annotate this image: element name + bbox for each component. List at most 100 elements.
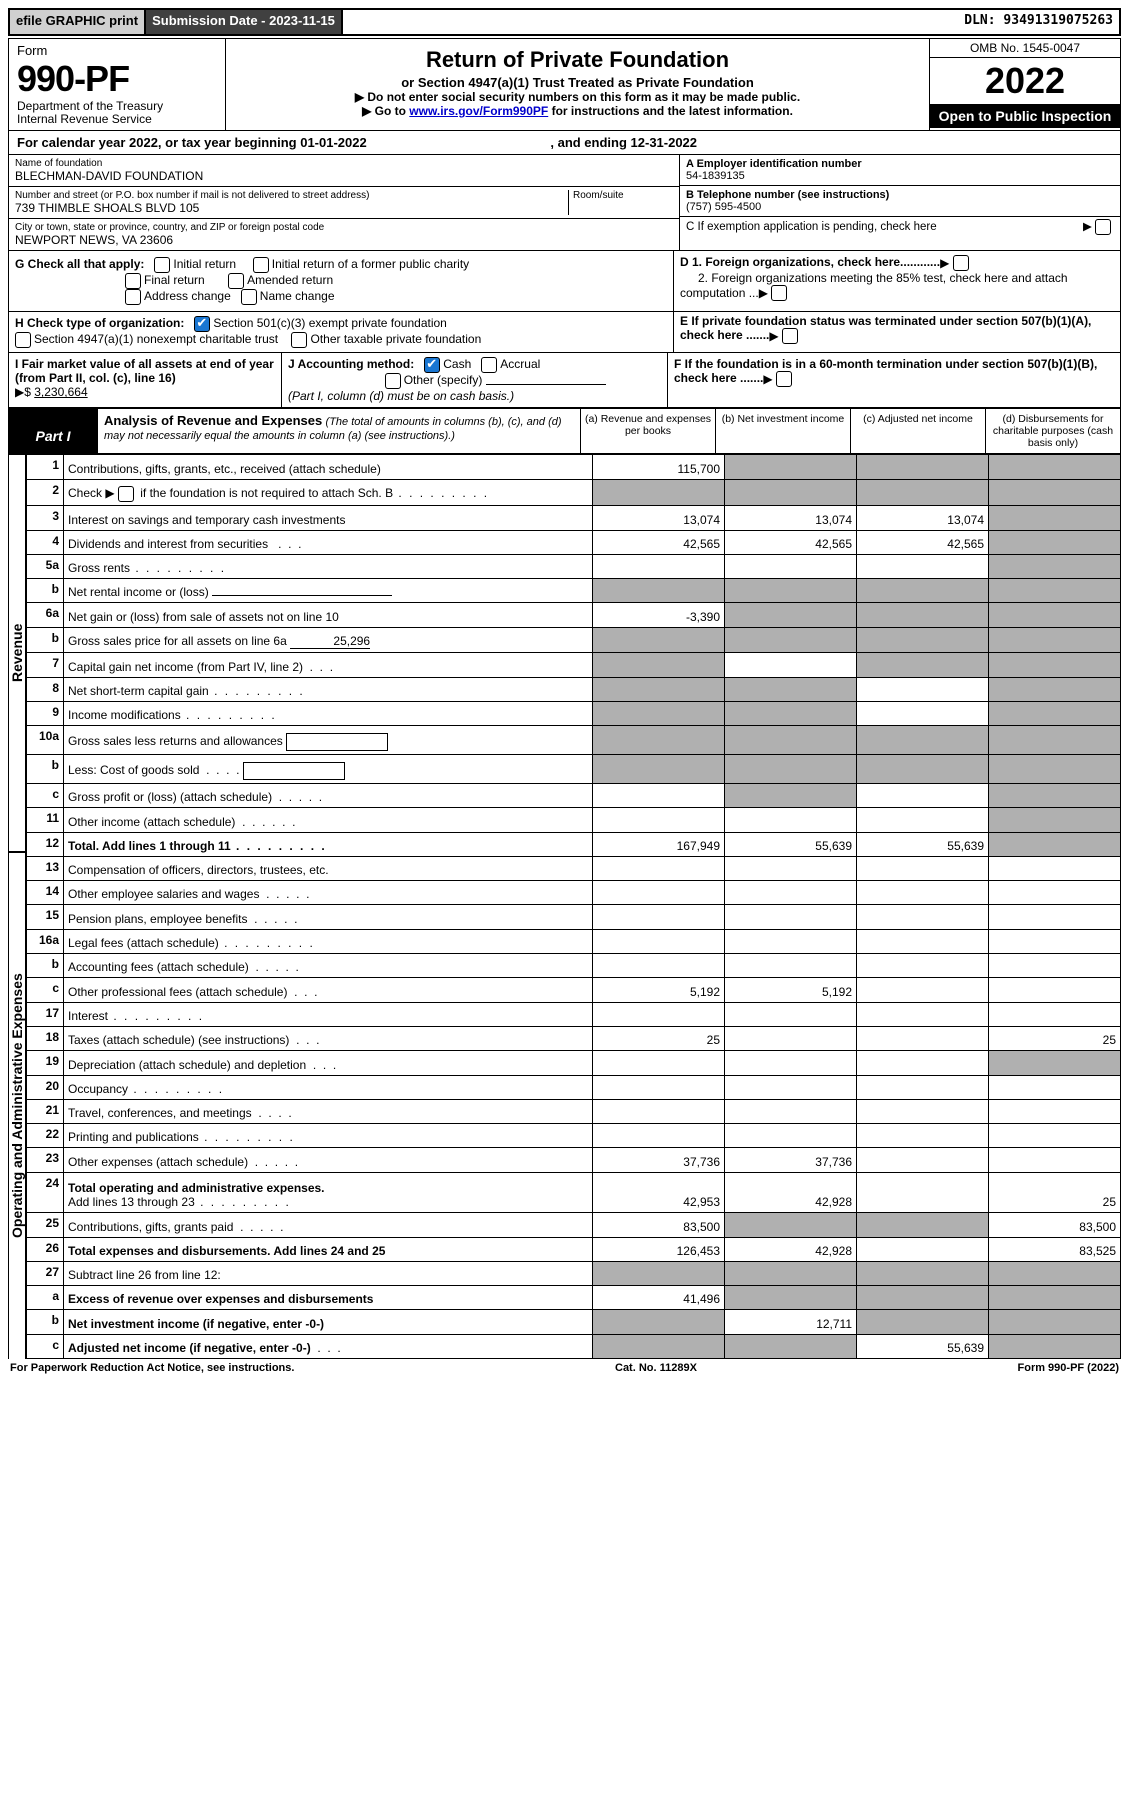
h-other-check[interactable] (291, 332, 307, 348)
d1-checkbox[interactable] (953, 255, 969, 271)
row-1: 1Contributions, gifts, grants, etc., rec… (27, 455, 1121, 479)
part1-table: 1Contributions, gifts, grants, etc., rec… (26, 454, 1121, 1359)
h-4947-check[interactable] (15, 332, 31, 348)
top-bar: efile GRAPHIC print Submission Date - 20… (8, 8, 1121, 36)
row-12: 12Total. Add lines 1 through 11167,94955… (27, 832, 1121, 856)
header-center: Return of Private Foundation or Section … (226, 39, 929, 130)
row-5b: bNet rental income or (loss) (27, 579, 1121, 603)
section-g: G Check all that apply: Initial return I… (8, 251, 1121, 312)
d1-label: D 1. Foreign organizations, check here..… (680, 256, 940, 270)
g-amended-check[interactable] (228, 273, 244, 289)
part1-table-wrap: Revenue Operating and Administrative Exp… (8, 454, 1121, 1359)
row-26: 26Total expenses and disbursements. Add … (27, 1237, 1121, 1261)
part1-label: Part I (8, 408, 98, 454)
col-c-hdr: (c) Adjusted net income (851, 408, 986, 454)
revenue-side-label: Revenue (8, 454, 26, 852)
open-public: Open to Public Inspection (930, 104, 1120, 128)
addr-label: Number and street (or P.O. box number if… (15, 190, 568, 201)
paperwork-notice: For Paperwork Reduction Act Notice, see … (10, 1362, 294, 1374)
row-13: 13Compensation of officers, directors, t… (27, 856, 1121, 880)
row-25: 25Contributions, gifts, grants paid . . … (27, 1213, 1121, 1237)
i-label: I Fair market value of all assets at end… (15, 357, 274, 385)
row-20: 20Occupancy (27, 1075, 1121, 1099)
ein-value: 54-1839135 (686, 170, 1114, 182)
city-label: City or town, state or province, country… (15, 222, 673, 233)
g-name-check[interactable] (241, 289, 257, 305)
phone-label: B Telephone number (see instructions) (686, 189, 1114, 201)
tax-year: 2022 (930, 58, 1120, 104)
street-address: 739 THIMBLE SHOALS BLVD 105 (15, 201, 568, 215)
warn-ssn: ▶ Do not enter social security numbers o… (232, 90, 923, 104)
form-number: 990-PF (17, 58, 217, 100)
j-label: J Accounting method: (288, 358, 414, 372)
g-initial-former-check[interactable] (253, 257, 269, 273)
form-subtitle: or Section 4947(a)(1) Trust Treated as P… (232, 75, 923, 90)
i-value: 3,230,664 (34, 385, 87, 399)
f-checkbox[interactable] (776, 371, 792, 387)
d2-label: 2. Foreign organizations meeting the 85%… (680, 271, 1068, 299)
row-16a: 16aLegal fees (attach schedule) (27, 929, 1121, 953)
form-word: Form (17, 43, 217, 58)
section-h: H Check type of organization: Section 50… (8, 312, 1121, 353)
page-footer: For Paperwork Reduction Act Notice, see … (8, 1359, 1121, 1377)
row-27b: bNet investment income (if negative, ent… (27, 1310, 1121, 1334)
calendar-year-row: For calendar year 2022, or tax year begi… (8, 131, 1121, 155)
j-other-check[interactable] (385, 373, 401, 389)
row-24: 24Total operating and administrative exp… (27, 1172, 1121, 1213)
row-10b: bLess: Cost of goods sold . . . . (27, 755, 1121, 784)
irs-label: Internal Revenue Service (17, 113, 217, 126)
row-21: 21Travel, conferences, and meetings . . … (27, 1099, 1121, 1123)
j-accrual-check[interactable] (481, 357, 497, 373)
row-19: 19Depreciation (attach schedule) and dep… (27, 1051, 1121, 1075)
row-4: 4Dividends and interest from securities … (27, 530, 1121, 554)
room-label: Room/suite (573, 190, 673, 201)
d2-checkbox[interactable] (771, 285, 787, 301)
j-cash-check[interactable] (424, 357, 440, 373)
row-27a: aExcess of revenue over expenses and dis… (27, 1286, 1121, 1310)
dln: DLN: 93491319075263 (958, 10, 1119, 34)
expenses-side-label: Operating and Administrative Expenses (8, 852, 26, 1359)
omb-number: OMB No. 1545-0047 (930, 39, 1120, 58)
form990pf-link[interactable]: www.irs.gov/Form990PF (409, 104, 548, 118)
row-27: 27Subtract line 26 from line 12: (27, 1261, 1121, 1285)
identification-block: Name of foundation BLECHMAN-DAVID FOUNDA… (8, 155, 1121, 251)
phone-value: (757) 595-4500 (686, 201, 1114, 213)
row-6b: bGross sales price for all assets on lin… (27, 627, 1121, 652)
e-checkbox[interactable] (782, 328, 798, 344)
row-10a: 10aGross sales less returns and allowanc… (27, 726, 1121, 755)
row-16c: cOther professional fees (attach schedul… (27, 978, 1121, 1002)
schb-check[interactable] (118, 486, 134, 502)
h-501-check[interactable] (194, 316, 210, 332)
h-label: H Check type of organization: (15, 317, 184, 331)
c-checkbox[interactable] (1095, 219, 1111, 235)
form-ref: Form 990-PF (2022) (1018, 1362, 1119, 1374)
section-ij: I Fair market value of all assets at end… (8, 353, 1121, 408)
foundation-name: BLECHMAN-DAVID FOUNDATION (15, 169, 673, 183)
row-15: 15Pension plans, employee benefits . . .… (27, 905, 1121, 929)
form-title: Return of Private Foundation (232, 47, 923, 73)
ein-label: A Employer identification number (686, 158, 1114, 170)
row-16b: bAccounting fees (attach schedule) . . .… (27, 954, 1121, 978)
name-label: Name of foundation (15, 158, 673, 169)
row-14: 14Other employee salaries and wages . . … (27, 881, 1121, 905)
efile-label[interactable]: efile GRAPHIC print (10, 10, 146, 34)
warn-goto: ▶ Go to www.irs.gov/Form990PF for instru… (232, 104, 923, 118)
row-27c: cAdjusted net income (if negative, enter… (27, 1334, 1121, 1359)
form-header: Form 990-PF Department of the Treasury I… (8, 38, 1121, 131)
g-initial-check[interactable] (154, 257, 170, 273)
g-addr-check[interactable] (125, 289, 141, 305)
ident-right: A Employer identification number 54-1839… (679, 155, 1120, 250)
row-9: 9Income modifications (27, 701, 1121, 725)
g-final-check[interactable] (125, 273, 141, 289)
submission-date: Submission Date - 2023-11-15 (146, 10, 343, 34)
col-b-hdr: (b) Net investment income (716, 408, 851, 454)
col-d-hdr: (d) Disbursements for charitable purpose… (986, 408, 1121, 454)
header-right: OMB No. 1545-0047 2022 Open to Public In… (929, 39, 1120, 130)
row-3: 3Interest on savings and temporary cash … (27, 506, 1121, 530)
f-label: F If the foundation is in a 60-month ter… (674, 357, 1097, 385)
row-8: 8Net short-term capital gain (27, 677, 1121, 701)
cat-no: Cat. No. 11289X (615, 1362, 697, 1374)
row-11: 11Other income (attach schedule) . . . .… (27, 808, 1121, 832)
row-10c: cGross profit or (loss) (attach schedule… (27, 783, 1121, 807)
ident-left: Name of foundation BLECHMAN-DAVID FOUNDA… (9, 155, 679, 250)
